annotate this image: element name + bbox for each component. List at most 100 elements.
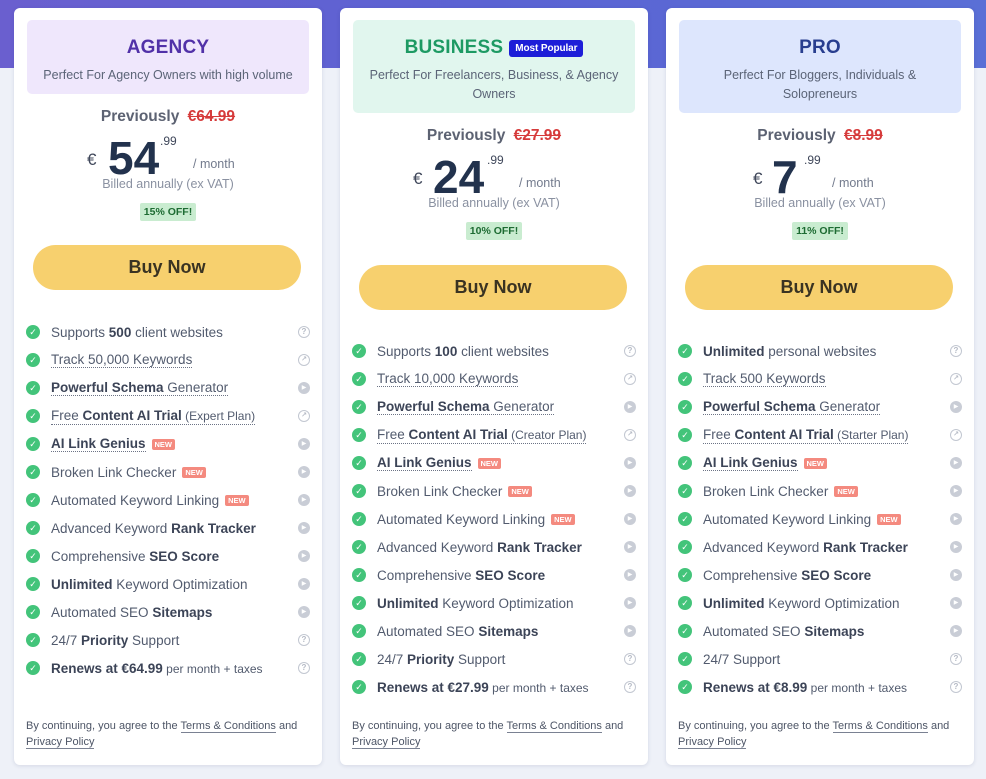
play-icon[interactable]: ▶ bbox=[298, 382, 310, 394]
terms-and-text: and bbox=[927, 720, 950, 732]
check-icon: ✓ bbox=[352, 512, 366, 526]
play-icon[interactable]: ▶ bbox=[298, 606, 310, 618]
price-cents: .99 bbox=[804, 153, 821, 167]
buy-now-button[interactable]: Buy Now bbox=[685, 265, 953, 310]
play-icon[interactable]: ▶ bbox=[950, 401, 962, 413]
buy-now-button[interactable]: Buy Now bbox=[33, 245, 301, 290]
external-link-icon[interactable]: ↗ bbox=[624, 429, 636, 441]
current-price: € 24 .99 / month bbox=[340, 147, 648, 203]
play-icon[interactable]: ▶ bbox=[950, 625, 962, 637]
buy-now-button[interactable]: Buy Now bbox=[359, 265, 627, 310]
feature-text: Automated SEO Sitemaps bbox=[51, 604, 213, 620]
check-icon: ✓ bbox=[678, 484, 692, 498]
feature-text: Advanced Keyword Rank Tracker bbox=[377, 539, 582, 555]
check-icon: ✓ bbox=[26, 661, 40, 675]
feature-item: ✓ Powerful Schema Generator ▶ bbox=[678, 393, 964, 421]
feature-item: ✓ Broken Link Checker NEW ▶ bbox=[352, 477, 638, 505]
feature-text: Broken Link Checker bbox=[377, 483, 503, 499]
feature-text: Powerful Schema Generator bbox=[51, 380, 229, 396]
check-icon: ✓ bbox=[26, 633, 40, 647]
play-icon[interactable]: ▶ bbox=[624, 401, 636, 413]
play-icon[interactable]: ▶ bbox=[950, 597, 962, 609]
play-icon[interactable]: ▶ bbox=[624, 625, 636, 637]
feature-item: ✓ Automated Keyword Linking NEW ▶ bbox=[352, 505, 638, 533]
price-whole: 24 bbox=[433, 151, 485, 203]
terms-link[interactable]: Terms & Conditions bbox=[832, 720, 928, 733]
check-icon: ✓ bbox=[678, 372, 692, 386]
play-icon[interactable]: ▶ bbox=[950, 485, 962, 497]
play-icon[interactable]: ▶ bbox=[624, 569, 636, 581]
feature-text: Automated Keyword Linking bbox=[703, 511, 872, 527]
external-link-icon[interactable]: ↗ bbox=[298, 354, 310, 366]
feature-list: ✓ Unlimited personal websites? ✓ Track 500 … bbox=[678, 337, 964, 701]
feature-text: AI Link Genius bbox=[377, 455, 472, 471]
check-icon: ✓ bbox=[26, 605, 40, 619]
feature-text: Automated Keyword Linking bbox=[51, 492, 220, 508]
play-icon[interactable]: ▶ bbox=[624, 597, 636, 609]
price-block: Previously €8.99 € 7 .99 / month Billed … bbox=[666, 125, 974, 243]
check-icon: ✓ bbox=[678, 456, 692, 470]
plan-name: PRO bbox=[799, 37, 841, 58]
check-icon: ✓ bbox=[26, 325, 40, 339]
check-icon: ✓ bbox=[352, 428, 366, 442]
plan-description: Perfect For Bloggers, Individuals & Solo… bbox=[723, 68, 917, 101]
feature-item: ✓ Powerful Schema Generator ▶ bbox=[352, 393, 638, 421]
play-icon[interactable]: ▶ bbox=[624, 485, 636, 497]
price-whole: 7 bbox=[772, 151, 798, 203]
play-icon[interactable]: ▶ bbox=[950, 569, 962, 581]
new-badge: NEW bbox=[508, 485, 532, 497]
feature-text: 24/7 Support bbox=[703, 651, 781, 667]
check-icon: ✓ bbox=[352, 372, 366, 386]
check-icon: ✓ bbox=[352, 568, 366, 582]
feature-item: ✓ Comprehensive SEO Score ▶ bbox=[352, 561, 638, 589]
previous-label: Previously bbox=[757, 127, 836, 144]
question-icon[interactable]: ? bbox=[624, 681, 636, 693]
external-link-icon[interactable]: ↗ bbox=[624, 373, 636, 385]
feature-text: Comprehensive SEO Score bbox=[703, 567, 872, 583]
play-icon[interactable]: ▶ bbox=[624, 513, 636, 525]
privacy-policy-link[interactable]: Privacy Policy bbox=[352, 736, 421, 749]
question-icon[interactable]: ? bbox=[624, 653, 636, 665]
external-link-icon[interactable]: ↗ bbox=[950, 373, 962, 385]
question-icon[interactable]: ? bbox=[298, 326, 310, 338]
play-icon[interactable]: ▶ bbox=[298, 494, 310, 506]
terms-link[interactable]: Terms & Conditions bbox=[180, 720, 276, 733]
feature-text: Powerful Schema Generator bbox=[377, 399, 555, 415]
play-icon[interactable]: ▶ bbox=[950, 457, 962, 469]
question-icon[interactable]: ? bbox=[950, 681, 962, 693]
terms-link[interactable]: Terms & Conditions bbox=[506, 720, 602, 733]
external-link-icon[interactable]: ↗ bbox=[950, 429, 962, 441]
check-icon: ✓ bbox=[678, 568, 692, 582]
feature-text: Track 50,000 Keywords bbox=[51, 352, 193, 368]
play-icon[interactable]: ▶ bbox=[298, 438, 310, 450]
question-icon[interactable]: ? bbox=[950, 653, 962, 665]
feature-item: ✓ Advanced Keyword Rank Tracker ▶ bbox=[352, 533, 638, 561]
feature-item: ✓ 24/7 Priority Support? bbox=[352, 645, 638, 673]
privacy-policy-link[interactable]: Privacy Policy bbox=[678, 736, 747, 749]
feature-text: Track 10,000 Keywords bbox=[377, 371, 519, 387]
play-icon[interactable]: ▶ bbox=[298, 550, 310, 562]
play-icon[interactable]: ▶ bbox=[624, 457, 636, 469]
question-icon[interactable]: ? bbox=[298, 662, 310, 674]
feature-item: ✓ Free Content AI Trial (Starter Plan) ↗ bbox=[678, 421, 964, 449]
external-link-icon[interactable]: ↗ bbox=[298, 410, 310, 422]
question-icon[interactable]: ? bbox=[950, 345, 962, 357]
check-icon: ✓ bbox=[678, 624, 692, 638]
check-icon: ✓ bbox=[352, 680, 366, 694]
price-period: / month bbox=[519, 176, 561, 190]
feature-item: ✓ Broken Link Checker NEW ▶ bbox=[26, 458, 312, 486]
play-icon[interactable]: ▶ bbox=[950, 513, 962, 525]
feature-item: ✓ Free Content AI Trial (Expert Plan) ↗ bbox=[26, 402, 312, 430]
feature-text: Unlimited personal websites bbox=[703, 343, 877, 359]
feature-text: Free Content AI Trial (Creator Plan) bbox=[377, 426, 587, 444]
play-icon[interactable]: ▶ bbox=[298, 578, 310, 590]
privacy-policy-link[interactable]: Privacy Policy bbox=[26, 736, 95, 749]
play-icon[interactable]: ▶ bbox=[950, 541, 962, 553]
feature-text: Unlimited Keyword Optimization bbox=[703, 595, 900, 611]
play-icon[interactable]: ▶ bbox=[298, 522, 310, 534]
play-icon[interactable]: ▶ bbox=[298, 466, 310, 478]
play-icon[interactable]: ▶ bbox=[624, 541, 636, 553]
plan-name: AGENCY bbox=[126, 37, 210, 58]
question-icon[interactable]: ? bbox=[624, 345, 636, 357]
question-icon[interactable]: ? bbox=[298, 634, 310, 646]
